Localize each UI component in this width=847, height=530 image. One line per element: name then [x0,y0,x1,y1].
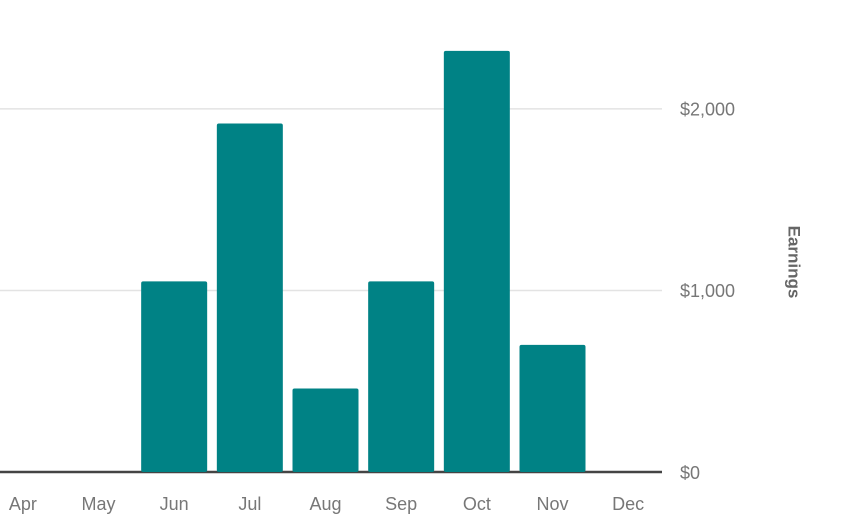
bar [368,281,435,472]
bar [519,344,586,472]
y-axis-label: Earnings [785,226,804,299]
y-tick-label: $2,000 [680,100,735,120]
x-tick-label: Oct [463,494,491,514]
x-tick-label: Jul [238,494,261,514]
y-tick-label: $0 [680,463,700,483]
x-tick-label: Apr [9,494,37,514]
x-tick-label: Jun [160,494,189,514]
x-tick-label: Aug [309,494,341,514]
x-tick-label: May [81,494,115,514]
bar [292,388,359,472]
x-tick-label: Nov [536,494,568,514]
y-tick-label: $1,000 [680,281,735,301]
bar [141,281,208,472]
x-tick-label: Sep [385,494,417,514]
bar [443,50,510,472]
x-tick-label: Dec [612,494,644,514]
bar [216,123,283,472]
